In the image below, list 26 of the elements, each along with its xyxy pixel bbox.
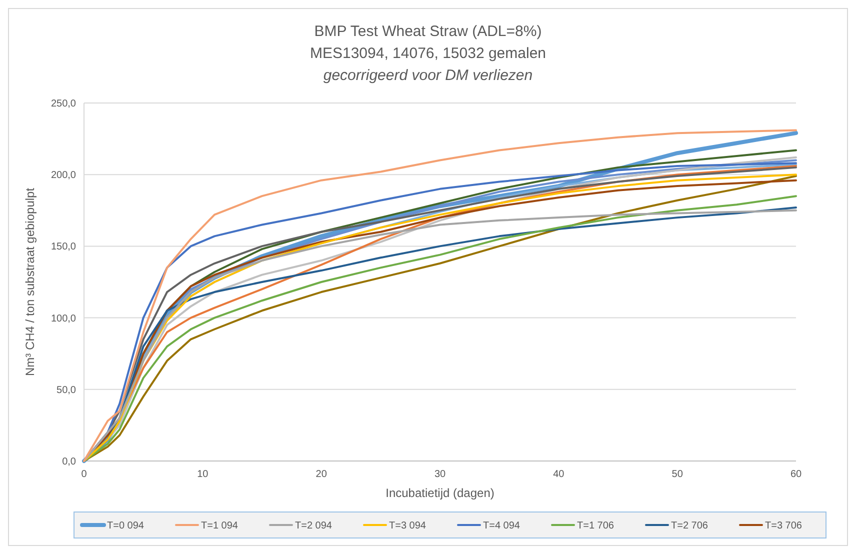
y-tick-label: 0,0 — [62, 456, 76, 468]
legend-label: T=0 094 — [107, 520, 144, 532]
x-tick-label: 60 — [790, 469, 802, 480]
legend-label: T=2 706 — [671, 520, 708, 532]
y-tick-label: 250,0 — [50, 98, 76, 110]
x-tick-label: 0 — [81, 469, 88, 480]
legend-label: T=2 094 — [295, 520, 332, 532]
y-axis-title: Nm³ CH4 / ton substraat gebiopulpt — [23, 187, 37, 376]
x-tick-label: 30 — [434, 469, 446, 480]
y-tick-label: 50,0 — [56, 384, 76, 396]
text: gecorrigeerd voor DM verliezen — [323, 67, 533, 84]
legend-label: T=3 706 — [765, 520, 802, 532]
x-tick-label: 50 — [672, 469, 684, 480]
legend-label: T=4 094 — [483, 520, 520, 532]
legend-label: T=1 706 — [577, 520, 614, 532]
x-tick-label: 40 — [553, 469, 565, 480]
chart-title: BMP Test Wheat Straw (ADL=8%) — [314, 23, 542, 40]
x-tick-label: 10 — [197, 469, 209, 480]
y-tick-label: 200,0 — [50, 170, 76, 182]
x-tick-label: 20 — [316, 469, 328, 480]
x-axis-title: Incubatietijd (dagen) — [386, 486, 494, 500]
legend-label: T=1 094 — [201, 520, 238, 532]
legend-label: T=3 094 — [389, 520, 426, 532]
y-tick-label: 100,0 — [50, 313, 76, 324]
y-tick-label: 150,0 — [50, 242, 76, 253]
chart-subtitle: MES13094, 14076, 15032 gemalen — [310, 45, 546, 62]
